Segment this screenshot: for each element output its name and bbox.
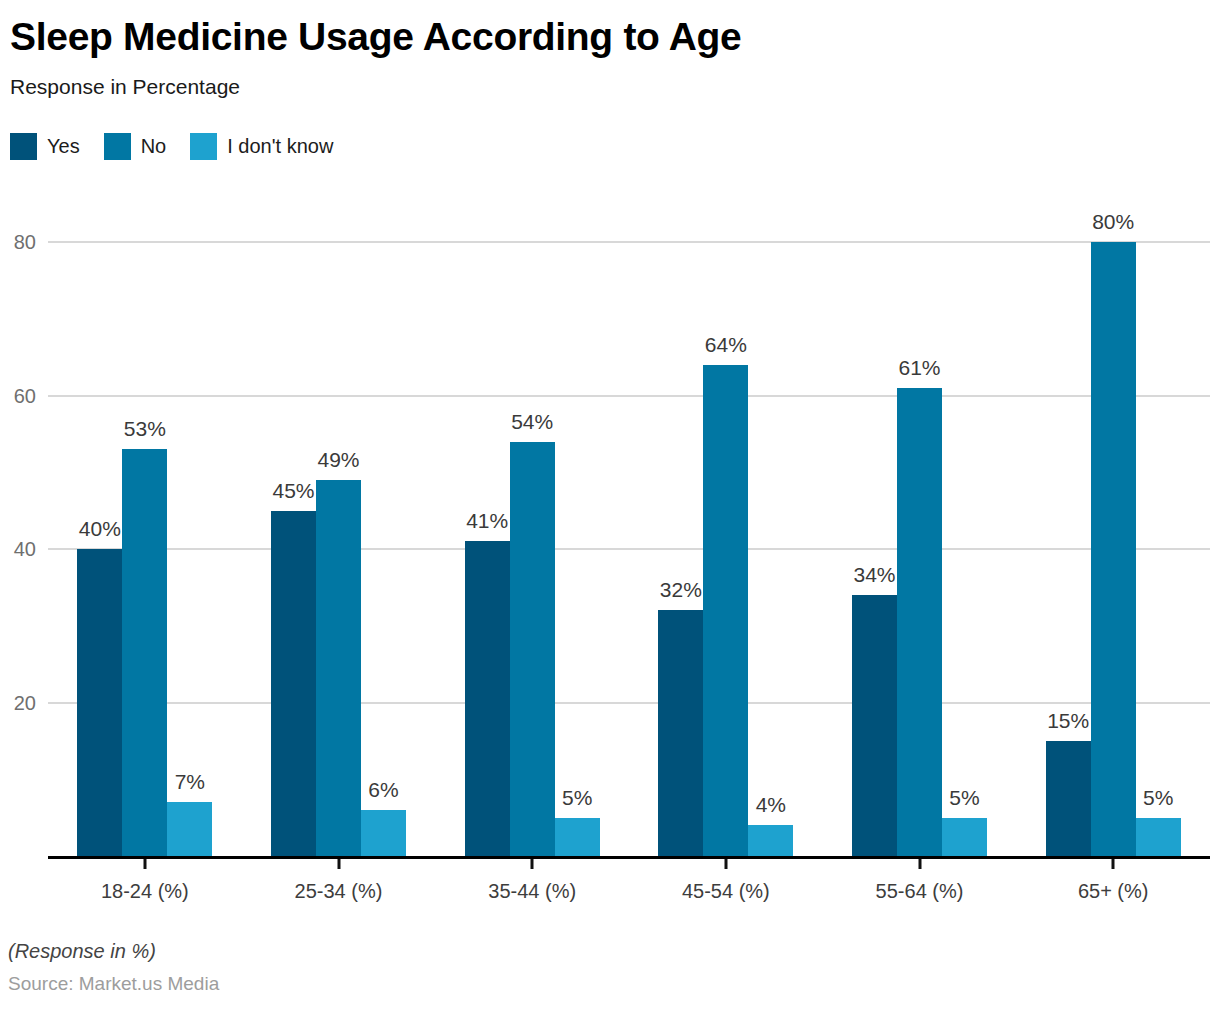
y-axis-labels: 20 40 60 80 [0, 196, 48, 856]
legend-label-yes: Yes [47, 135, 80, 158]
footer-source: Source: Market.us Media [8, 972, 1220, 995]
bar-value-label: 61% [899, 356, 941, 380]
chart-area: 20406080 40%53%7%45%49%6%41%54%5%32%64%4… [0, 196, 1220, 859]
bar-value-label: 41% [466, 509, 508, 533]
bar-yes-18-24: 40% [77, 549, 122, 856]
x-axis-category-55-64: 55-64 (%) [823, 859, 1017, 903]
bar-group-25-34: 45%49%6% [242, 196, 436, 856]
bar-group-18-24: 40%53%7% [48, 196, 242, 856]
bar-groups: 40%53%7%45%49%6%41%54%5%32%64%4%34%61%5%… [48, 196, 1210, 856]
bar-i-don-t-know-65: 5% [1136, 818, 1181, 856]
bar-value-label: 5% [949, 786, 979, 810]
bar-i-don-t-know-25-34: 6% [361, 810, 406, 856]
x-axis-category-45-54: 45-54 (%) [629, 859, 823, 903]
bar-value-label: 32% [660, 578, 702, 602]
legend-item-dont-know: I don't know [190, 133, 333, 160]
bar-i-don-t-know-18-24: 7% [167, 802, 212, 856]
x-axis-category-35-44: 35-44 (%) [435, 859, 629, 903]
bar-group-65: 15%80%5% [1016, 196, 1210, 856]
legend-item-no: No [104, 133, 167, 160]
chart-title: Sleep Medicine Usage According to Age [10, 14, 1220, 59]
x-axis-category-65: 65+ (%) [1016, 859, 1210, 903]
legend-label-dont-know: I don't know [227, 135, 333, 158]
bar-i-don-t-know-45-54: 4% [748, 825, 793, 856]
bar-value-label: 49% [317, 448, 359, 472]
bar-no-45-54: 64% [703, 365, 748, 856]
x-axis-category-25-34: 25-34 (%) [242, 859, 436, 903]
bar-i-don-t-know-55-64: 5% [942, 818, 987, 856]
x-axis-category-label: 65+ (%) [1078, 880, 1149, 902]
bar-yes-55-64: 34% [852, 595, 897, 856]
legend-item-yes: Yes [10, 133, 80, 160]
x-axis-tick [918, 859, 921, 869]
bar-value-label: 64% [705, 333, 747, 357]
bar-yes-65: 15% [1046, 741, 1091, 856]
bar-value-label: 5% [1143, 786, 1173, 810]
y-axis-tick-label-60: 60 [14, 385, 36, 407]
bar-value-label: 54% [511, 410, 553, 434]
x-axis-category-label: 25-34 (%) [295, 880, 383, 902]
bar-group-55-64: 34%61%5% [823, 196, 1017, 856]
bar-yes-25-34: 45% [271, 511, 316, 856]
bar-value-label: 6% [368, 778, 398, 802]
bar-no-25-34: 49% [316, 480, 361, 856]
legend-swatch-dont-know [190, 133, 217, 160]
x-axis-tick [531, 859, 534, 869]
bar-value-label: 7% [175, 770, 205, 794]
x-axis-category-label: 45-54 (%) [682, 880, 770, 902]
bar-no-65: 80% [1091, 242, 1136, 856]
bar-group-45-54: 32%64%4% [629, 196, 823, 856]
chart-subtitle: Response in Percentage [10, 74, 1220, 100]
legend-swatch-no [104, 133, 131, 160]
x-axis-tick [337, 859, 340, 869]
x-axis-category-label: 35-44 (%) [488, 880, 576, 902]
legend-label-no: No [141, 135, 167, 158]
bar-group-35-44: 41%54%5% [435, 196, 629, 856]
bar-no-55-64: 61% [897, 388, 942, 856]
footer-note: (Response in %) [8, 939, 1220, 963]
bar-yes-35-44: 41% [465, 541, 510, 856]
x-axis-labels: 18-24 (%) 25-34 (%) 35-44 (%) 45-54 (%) 55-6… [48, 859, 1210, 903]
x-axis-tick [1112, 859, 1115, 869]
x-axis-category-label: 55-64 (%) [876, 880, 964, 902]
bar-value-label: 15% [1047, 709, 1089, 733]
y-axis-tick-label-80: 80 [14, 231, 36, 253]
y-axis-tick-label-40: 40 [14, 538, 36, 560]
bar-no-35-44: 54% [510, 442, 555, 856]
bar-i-don-t-know-35-44: 5% [555, 818, 600, 856]
chart-footer: (Response in %) Source: Market.us Media [0, 939, 1220, 995]
bar-value-label: 4% [756, 793, 786, 817]
bar-value-label: 5% [562, 786, 592, 810]
plot-area: 40%53%7%45%49%6%41%54%5%32%64%4%34%61%5%… [48, 196, 1210, 859]
x-axis-category-label: 18-24 (%) [101, 880, 189, 902]
x-axis-tick [143, 859, 146, 869]
y-axis-tick-label-20: 20 [14, 692, 36, 714]
bar-value-label: 40% [79, 517, 121, 541]
bar-value-label: 34% [854, 563, 896, 587]
legend: Yes No I don't know [10, 133, 1220, 160]
bar-value-label: 45% [272, 479, 314, 503]
chart-header: Sleep Medicine Usage According to Age Re… [0, 0, 1220, 160]
legend-swatch-yes [10, 133, 37, 160]
x-axis-category-18-24: 18-24 (%) [48, 859, 242, 903]
bar-no-18-24: 53% [122, 449, 167, 856]
bar-value-label: 80% [1092, 210, 1134, 234]
x-axis-tick [724, 859, 727, 869]
bar-yes-45-54: 32% [658, 610, 703, 856]
bar-value-label: 53% [124, 417, 166, 441]
